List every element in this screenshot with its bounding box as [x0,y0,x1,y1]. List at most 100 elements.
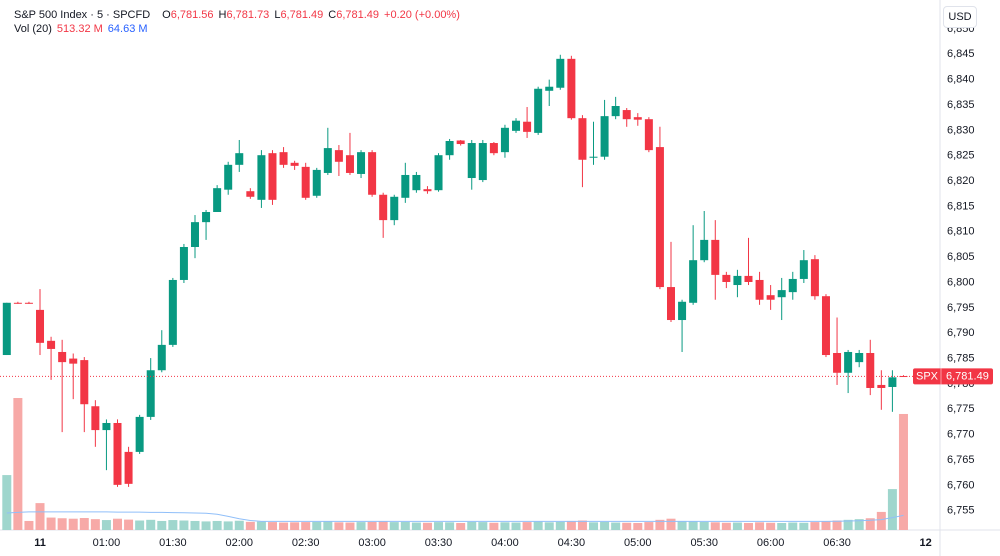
x-tick-label: 06:00 [757,537,785,549]
candle-body [810,259,819,297]
last-price-box [913,368,993,385]
volume-bar [57,518,67,530]
volume-bar [46,517,56,530]
y-tick-label: 6,845 [947,48,975,60]
volume-bar [854,519,864,530]
candle-body [202,212,211,223]
x-tick-label: 03:00 [358,537,386,549]
candle-body [500,127,509,153]
volume-bar [710,522,720,530]
candle-body [301,166,310,198]
candle-body [224,164,233,190]
candle-body [667,287,675,321]
volume-bar [843,519,853,530]
candle-body [124,451,133,484]
volume-bar [522,522,532,530]
volume-bar [743,522,753,530]
candle-body [622,110,631,120]
ohlc-key: O [162,9,171,21]
candle-body [722,274,731,282]
candle-body [567,58,576,119]
change: +0.20 (+0.00%) [384,9,460,21]
candle-body [467,143,476,179]
candle-body [334,150,343,162]
candle-body [833,352,842,373]
volume-bar [865,518,875,530]
volume-bar [644,522,654,530]
y-tick-label: 6,815 [947,200,975,212]
volume-bar [821,521,831,530]
candle-body [578,118,587,160]
candle-body [423,189,432,192]
candle-body [733,275,742,286]
volume-bar [688,521,698,530]
x-tick-label: 01:30 [159,537,187,549]
candle-body [589,156,598,158]
currency-button[interactable]: USD [943,6,977,28]
y-tick-label: 6,785 [947,352,975,364]
last-price-label: 6,781.49 [946,370,989,382]
candle-body [755,279,764,300]
volume-bar [168,520,178,530]
candle-body [744,275,753,282]
candle-body [844,351,853,373]
volume-bar [267,522,277,530]
volume-bar [256,521,266,530]
candle-body [611,106,620,117]
volume-bar [721,522,731,530]
volume-bar [467,521,477,530]
y-tick-label: 6,850 [947,23,975,35]
volume-bar [301,522,311,530]
candle-body [799,260,808,279]
y-tick-label: 6,790 [947,327,975,339]
volume-bar [367,521,377,530]
volume-bar [445,522,455,530]
y-tick-label: 6,775 [947,403,975,415]
volume-bar [511,522,521,530]
volume-bar [478,522,488,530]
candle-body [24,302,33,304]
candle-body [69,358,78,364]
y-tick-label: 6,760 [947,479,975,491]
volume-name: Vol (20) [14,23,52,35]
candle-body [711,239,720,275]
x-tick-label: 12 [919,537,931,549]
candle-body [91,406,100,431]
x-tick-label: 05:00 [624,537,652,549]
candle-body [678,301,687,321]
volume-bar [35,503,45,530]
candle-body [788,278,797,293]
volume-bar [323,521,333,530]
y-tick-label: 6,840 [947,74,975,86]
volume-bar [190,520,200,530]
candle-body [168,279,177,345]
volume-bar [777,522,787,530]
volume-bar [345,522,355,530]
volume-bar [201,521,211,530]
x-tick-label: 06:30 [823,537,851,549]
y-tick-label: 6,800 [947,276,975,288]
volume-bar [13,398,23,530]
volume-bar [290,522,300,530]
volume-bar [411,522,421,530]
volume-bar [555,521,565,530]
volume-bar [677,520,687,530]
volume-bar [356,522,366,530]
candle-body [655,147,664,288]
candle-body [213,188,222,212]
candle-body [357,152,366,174]
x-tick-label: 05:30 [690,537,718,549]
x-tick-label: 02:30 [292,537,320,549]
volume-bar [566,520,576,530]
candle-body [379,194,388,221]
candle-body [257,155,266,200]
volume-bar [589,522,599,530]
volume-bar [600,521,610,530]
candle-body [456,140,465,145]
candle-body [633,117,642,120]
volume-bar [334,522,344,530]
volume-bar [24,520,34,530]
y-tick-label: 6,820 [947,175,975,187]
candle-body [36,309,45,343]
ohlc-value: 6,781.49 [336,9,380,21]
